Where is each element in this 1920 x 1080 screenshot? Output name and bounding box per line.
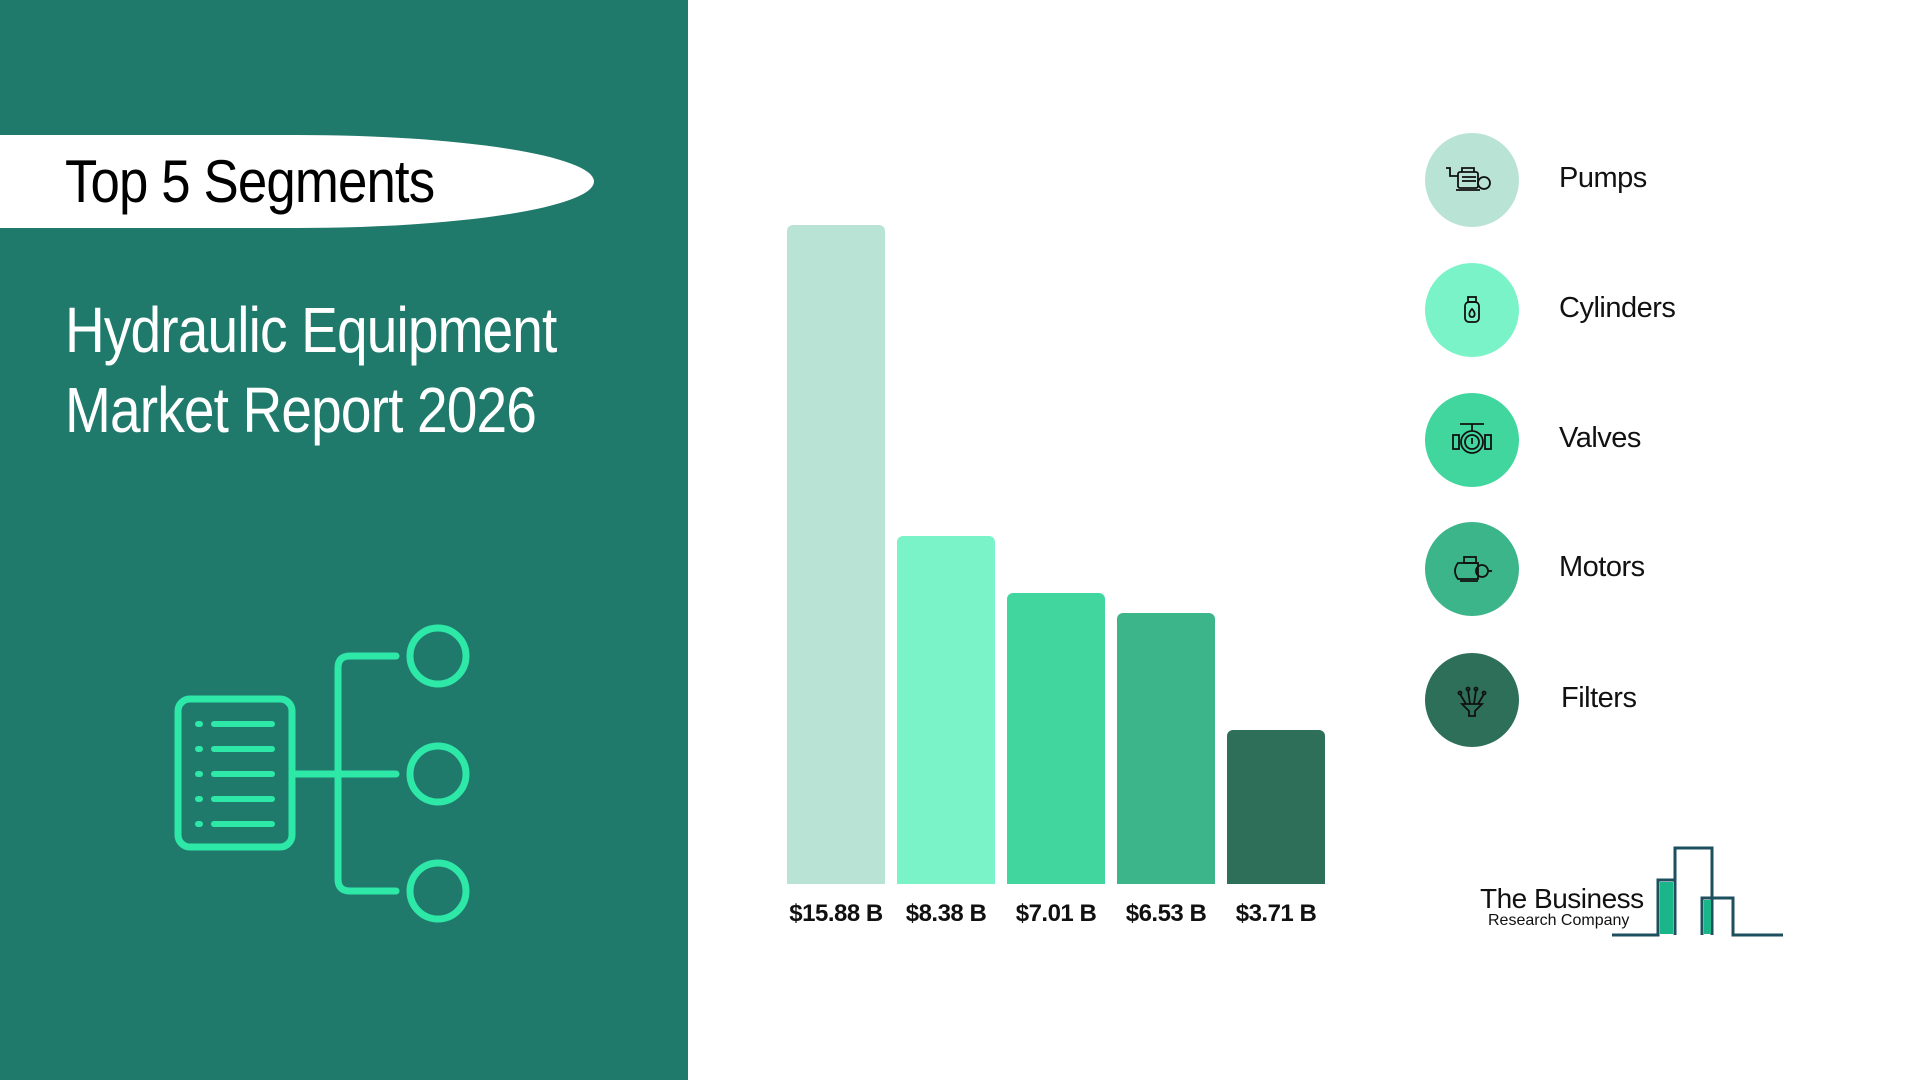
legend-label: Pumps bbox=[1559, 162, 1647, 194]
legend-swatch-filters bbox=[1425, 653, 1519, 747]
filter-funnel-icon bbox=[1457, 686, 1487, 717]
legend-swatch-cylinders bbox=[1425, 263, 1519, 357]
badge-pill bbox=[0, 135, 594, 228]
legend-swatch-pumps bbox=[1425, 133, 1519, 227]
gas-cylinder-icon bbox=[1464, 296, 1480, 323]
bar-value-label: $3.71 B bbox=[1235, 900, 1317, 927]
bar-valves bbox=[1007, 593, 1105, 884]
company-logo: The Business Research Company bbox=[1470, 840, 1790, 940]
bar-value-label: $7.01 B bbox=[1015, 900, 1097, 927]
bar-pumps bbox=[787, 225, 885, 884]
logo-line2: Research Company bbox=[1488, 912, 1630, 929]
page-title-line2: Market Report 2026 bbox=[65, 374, 537, 446]
legend-swatch-valves bbox=[1425, 393, 1519, 487]
page-title-line1: Hydraulic Equipment bbox=[65, 294, 557, 366]
left-panel: Top 5 Segments Hydraulic Equipment Marke… bbox=[0, 0, 688, 1080]
bar-value-label: $6.53 B bbox=[1125, 900, 1207, 927]
bar-cylinders bbox=[897, 536, 995, 884]
bar-motors bbox=[1117, 613, 1215, 884]
legend-label: Cylinders bbox=[1559, 292, 1676, 324]
legend-label: Motors bbox=[1559, 551, 1645, 583]
legend-swatch-motors bbox=[1425, 522, 1519, 616]
valve-icon bbox=[1452, 423, 1492, 454]
bar-filters bbox=[1227, 730, 1325, 884]
bar-value-label: $8.38 B bbox=[905, 900, 987, 927]
pump-icon bbox=[1446, 167, 1491, 191]
legend-label: Valves bbox=[1559, 422, 1641, 454]
bar-value-label: $15.88 B bbox=[789, 900, 883, 927]
badge-text: Top 5 Segments bbox=[65, 148, 435, 215]
logo-line1: The Business bbox=[1480, 883, 1644, 914]
segments-list-icon bbox=[174, 624, 470, 923]
motor-icon bbox=[1454, 556, 1492, 582]
legend-label: Filters bbox=[1561, 682, 1637, 714]
